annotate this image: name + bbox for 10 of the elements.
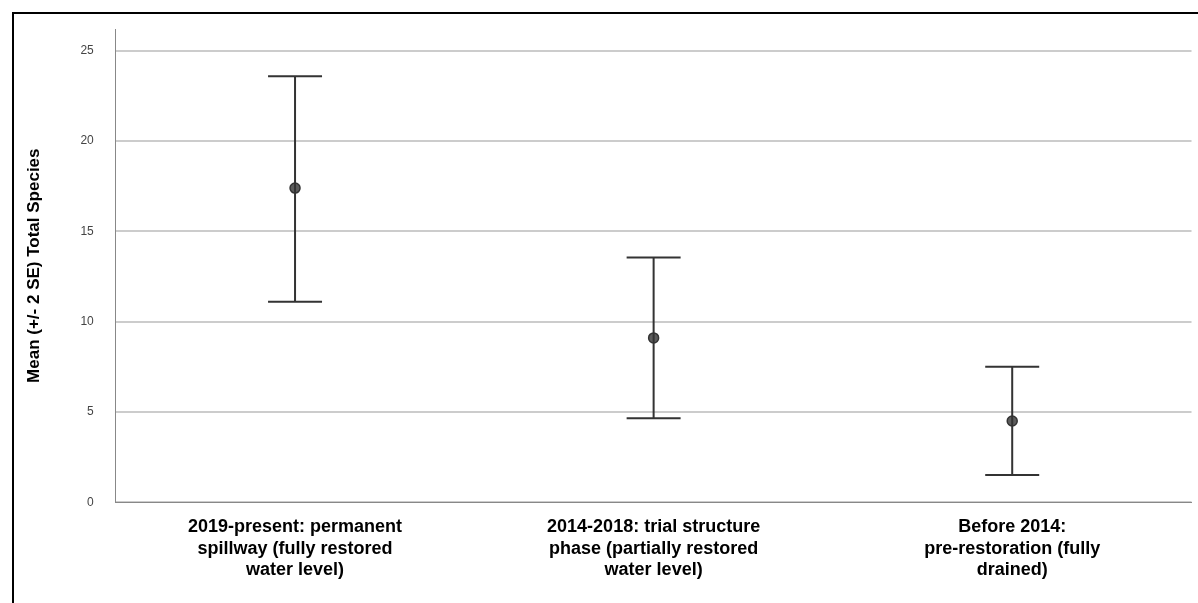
y-tick-label: 25	[80, 43, 95, 58]
x-tick-label: 2019-present: permanent spillway (fully restored water level)	[188, 515, 403, 580]
y-tick-label: 20	[80, 133, 95, 148]
y-axis-title: Mean (+/- 2 SE) Total Species	[23, 148, 43, 383]
y-tick-label: 15	[80, 223, 95, 238]
x-tick-label: 2014-2018: trial structure phase (partially restored water level)	[547, 515, 761, 580]
y-tick-label: 5	[87, 404, 95, 419]
y-tick-label: 0	[87, 494, 95, 509]
y-tick-label: 10	[80, 313, 95, 328]
x-tick-label: Before 2014: pre-restoration (fully drained)	[924, 515, 1101, 580]
